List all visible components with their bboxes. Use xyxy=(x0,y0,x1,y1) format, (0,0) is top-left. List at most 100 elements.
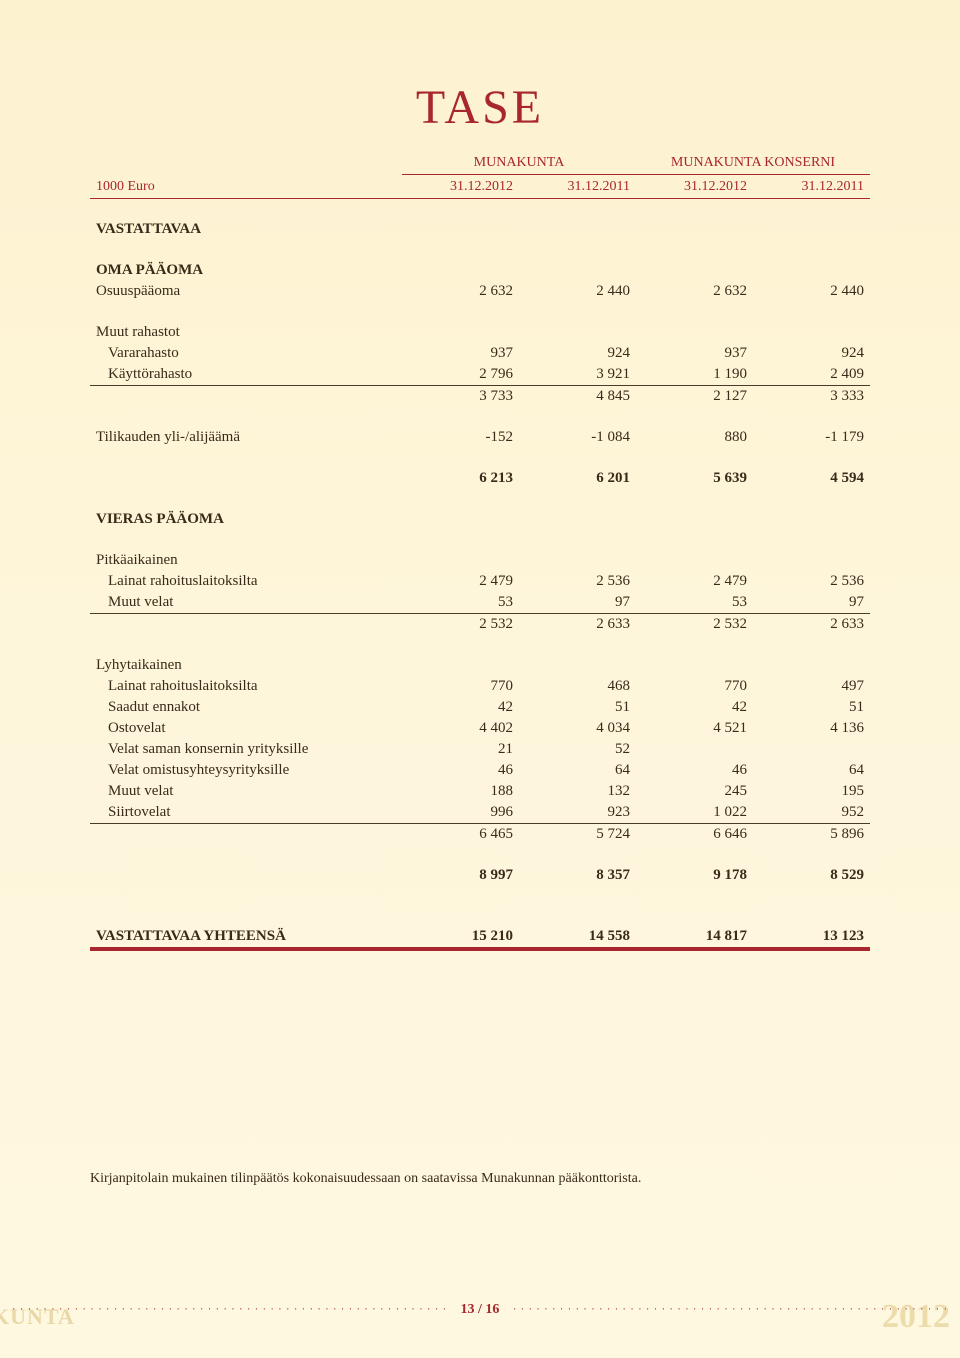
cell: 53 xyxy=(402,592,519,614)
row-label: Siirtovelat xyxy=(90,802,402,824)
page-footer: · · · · · · · · · · · · · · · · · · · · … xyxy=(0,1302,960,1318)
cell: 52 xyxy=(519,739,636,760)
row-label: Vararahasto xyxy=(90,343,402,364)
cell: -1 084 xyxy=(519,407,636,448)
date-3: 31.12.2012 xyxy=(636,175,753,199)
table-row: Tilikauden yli-/alijäämä -152 -1 084 880… xyxy=(90,407,870,448)
row-label: Lainat rahoituslaitoksilta xyxy=(90,571,402,592)
table-row: Vararahasto 937 924 937 924 xyxy=(90,343,870,364)
cell: 245 xyxy=(636,781,753,802)
row-label: Käyttörahasto xyxy=(90,364,402,386)
cell: 6 646 xyxy=(636,824,753,846)
table-row: 6 213 6 201 5 639 4 594 xyxy=(90,468,870,489)
table-row: 6 465 5 724 6 646 5 896 xyxy=(90,824,870,846)
group-header-1: MUNAKUNTA xyxy=(402,153,636,175)
cell: 2 440 xyxy=(519,281,636,302)
unit-label: 1000 Euro xyxy=(90,175,402,199)
table-row: Velat saman konsernin yrityksille 21 52 xyxy=(90,739,870,760)
section-vieras-paaoma: VIERAS PÄÄOMA xyxy=(90,489,402,530)
cell: 4 594 xyxy=(753,468,870,489)
table-row: 2 532 2 633 2 532 2 633 xyxy=(90,614,870,636)
table-row: Siirtovelat 996 923 1 022 952 xyxy=(90,802,870,824)
table-row: Osuuspääoma 2 632 2 440 2 632 2 440 xyxy=(90,281,870,302)
page-number: 13 / 16 xyxy=(451,1302,510,1317)
table-row: Muut rahastot xyxy=(90,302,870,343)
cell: 2 479 xyxy=(402,571,519,592)
cell: 188 xyxy=(402,781,519,802)
cell: 14 817 xyxy=(636,926,753,948)
section-vastattavaa: VASTATTAVAA xyxy=(90,199,402,241)
group-header-2: MUNAKUNTA KONSERNI xyxy=(636,153,870,175)
section-oma-paaoma: OMA PÄÄOMA xyxy=(90,240,402,281)
row-label: Pitkäaikainen xyxy=(90,530,402,571)
page-title: TASE xyxy=(90,80,870,135)
cell: 4 845 xyxy=(519,386,636,408)
cell: 2 532 xyxy=(402,614,519,636)
cell: 97 xyxy=(753,592,870,614)
cell: 996 xyxy=(402,802,519,824)
table-row: Ostovelat 4 402 4 034 4 521 4 136 xyxy=(90,718,870,739)
row-label: VASTATTAVAA YHTEENSÄ xyxy=(90,926,402,948)
cell: 4 034 xyxy=(519,718,636,739)
cell: 9 178 xyxy=(636,865,753,886)
cell: 51 xyxy=(753,697,870,718)
cell: 2 532 xyxy=(636,614,753,636)
table-row: Velat omistusyhteysyrityksille 46 64 46 … xyxy=(90,760,870,781)
table-row: Muut velat 53 97 53 97 xyxy=(90,592,870,614)
page-content: TASE MUNAKUNTA MUNAKUNTA KONSERNI 1000 E… xyxy=(0,0,960,1187)
cell: 468 xyxy=(519,676,636,697)
cell: 937 xyxy=(636,343,753,364)
table-row: Muut velat 188 132 245 195 xyxy=(90,781,870,802)
cell: 770 xyxy=(402,676,519,697)
table-row: Pitkäaikainen xyxy=(90,530,870,571)
row-label: Muut velat xyxy=(90,781,402,802)
cell: 952 xyxy=(753,802,870,824)
date-4: 31.12.2011 xyxy=(753,175,870,199)
cell: 924 xyxy=(753,343,870,364)
cell: 4 521 xyxy=(636,718,753,739)
cell: 2 409 xyxy=(753,364,870,386)
cell: 15 210 xyxy=(402,926,519,948)
cell: 8 357 xyxy=(519,865,636,886)
balance-table: MUNAKUNTA MUNAKUNTA KONSERNI 1000 Euro 3… xyxy=(90,153,870,951)
row-label: Muut rahastot xyxy=(90,302,402,343)
cell: 5 724 xyxy=(519,824,636,846)
cell xyxy=(753,739,870,760)
cell: 2 632 xyxy=(402,281,519,302)
date-1: 31.12.2012 xyxy=(402,175,519,199)
cell: 924 xyxy=(519,343,636,364)
cell: 13 123 xyxy=(753,926,870,948)
cell: 53 xyxy=(636,592,753,614)
cell: 1 022 xyxy=(636,802,753,824)
row-label: Saadut ennakot xyxy=(90,697,402,718)
cell: -152 xyxy=(402,407,519,448)
table-row: Lyhytaikainen xyxy=(90,635,870,676)
cell: 2 633 xyxy=(519,614,636,636)
cell: 3 921 xyxy=(519,364,636,386)
cell xyxy=(636,739,753,760)
cell: 42 xyxy=(636,697,753,718)
cell: 64 xyxy=(753,760,870,781)
cell: 3 733 xyxy=(402,386,519,408)
cell: 770 xyxy=(636,676,753,697)
cell: 2 479 xyxy=(636,571,753,592)
cell: 2 633 xyxy=(753,614,870,636)
table-row xyxy=(90,948,870,950)
table-row: Käyttörahasto 2 796 3 921 1 190 2 409 xyxy=(90,364,870,386)
cell: 6 465 xyxy=(402,824,519,846)
cell: 14 558 xyxy=(519,926,636,948)
table-row: Lainat rahoituslaitoksilta 2 479 2 536 2… xyxy=(90,571,870,592)
row-label: Muut velat xyxy=(90,592,402,614)
cell: 2 536 xyxy=(519,571,636,592)
table-row: Saadut ennakot 42 51 42 51 xyxy=(90,697,870,718)
row-label: Lainat rahoituslaitoksilta xyxy=(90,676,402,697)
cell: 195 xyxy=(753,781,870,802)
cell: 1 190 xyxy=(636,364,753,386)
cell: 497 xyxy=(753,676,870,697)
cell: 4 136 xyxy=(753,718,870,739)
cell: 51 xyxy=(519,697,636,718)
cell: 5 639 xyxy=(636,468,753,489)
cell: 8 997 xyxy=(402,865,519,886)
footnote: Kirjanpitolain mukainen tilinpäätös koko… xyxy=(90,1171,870,1187)
cell: 21 xyxy=(402,739,519,760)
